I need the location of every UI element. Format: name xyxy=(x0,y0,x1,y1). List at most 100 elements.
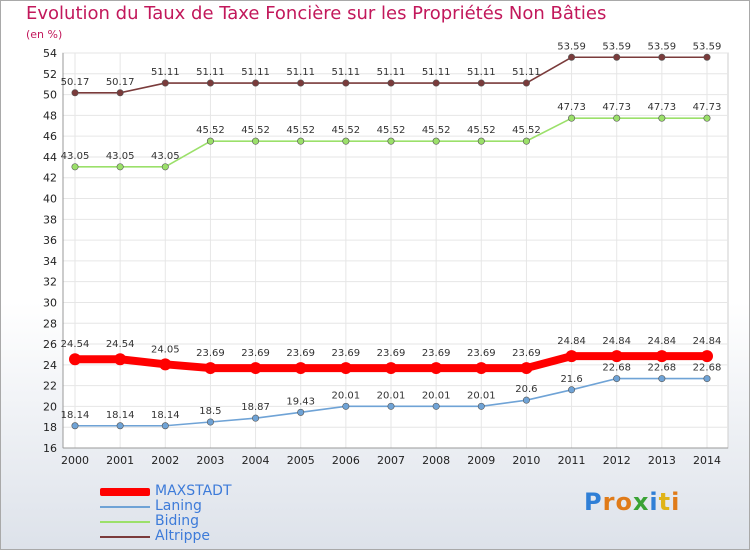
data-label-biding: 47.73 xyxy=(557,102,586,113)
data-point-biding xyxy=(387,137,395,145)
data-label-maxstadt: 24.54 xyxy=(61,339,90,350)
data-point-maxstadt xyxy=(430,362,443,375)
data-point-altrippe xyxy=(161,79,169,87)
x-tick-label: 2006 xyxy=(332,454,360,467)
legend: MAXSTADT Laning Biding Altrippe xyxy=(100,484,232,544)
x-tick-label: 2003 xyxy=(196,454,224,467)
y-tick-label: 42 xyxy=(43,172,57,185)
data-label-altrippe: 51.11 xyxy=(332,67,361,78)
legend-item-altrippe: Altrippe xyxy=(100,529,232,544)
data-point-biding xyxy=(297,137,305,145)
data-label-biding: 45.52 xyxy=(377,125,406,136)
data-label-altrippe: 51.11 xyxy=(422,67,451,78)
data-label-laning: 20.01 xyxy=(377,390,406,401)
data-label-maxstadt: 24.84 xyxy=(648,336,677,347)
data-point-laning xyxy=(252,414,260,422)
data-label-altrippe: 51.11 xyxy=(286,67,315,78)
data-label-maxstadt: 24.05 xyxy=(151,344,180,355)
data-label-altrippe: 51.11 xyxy=(151,67,180,78)
data-point-maxstadt xyxy=(294,362,307,375)
y-tick-label: 44 xyxy=(43,151,57,164)
data-point-altrippe xyxy=(252,79,260,87)
data-label-altrippe: 50.17 xyxy=(61,77,90,88)
data-label-laning: 20.01 xyxy=(422,390,451,401)
data-label-laning: 20.01 xyxy=(467,390,496,401)
data-label-altrippe: 51.11 xyxy=(467,67,496,78)
legend-label-altrippe: Altrippe xyxy=(155,528,210,544)
data-point-maxstadt xyxy=(69,353,81,366)
data-label-maxstadt: 23.69 xyxy=(512,348,541,359)
y-tick-label: 30 xyxy=(43,296,57,309)
x-tick-label: 2013 xyxy=(648,454,676,467)
data-label-laning: 18.5 xyxy=(199,406,221,417)
data-point-maxstadt xyxy=(159,358,172,371)
data-point-laning xyxy=(71,422,79,430)
x-tick-label: 2011 xyxy=(558,454,586,467)
y-tick-label: 52 xyxy=(43,68,57,81)
data-point-maxstadt xyxy=(204,362,217,375)
data-point-altrippe xyxy=(342,79,350,87)
data-label-altrippe: 53.59 xyxy=(602,41,631,52)
data-label-biding: 43.05 xyxy=(106,151,135,162)
x-tick-label: 2002 xyxy=(151,454,179,467)
x-tick-label: 2005 xyxy=(287,454,315,467)
data-label-altrippe: 53.59 xyxy=(693,41,722,52)
data-label-laning: 22.68 xyxy=(602,363,631,374)
data-point-laning xyxy=(387,402,395,410)
data-point-laning xyxy=(342,402,350,410)
y-axis-unit: (en %) xyxy=(26,28,63,41)
data-point-laning xyxy=(297,408,305,416)
data-label-biding: 45.52 xyxy=(196,125,225,136)
data-point-maxstadt xyxy=(701,350,713,363)
data-point-laning xyxy=(658,375,666,383)
data-label-biding: 43.05 xyxy=(61,151,90,162)
data-label-maxstadt: 23.69 xyxy=(467,348,496,359)
legend-swatch-laning xyxy=(100,505,150,508)
chart-title: Evolution du Taux de Taxe Foncière sur l… xyxy=(26,3,607,24)
data-point-biding xyxy=(432,137,440,145)
data-point-biding xyxy=(522,137,530,145)
data-point-biding xyxy=(568,114,576,122)
data-label-maxstadt: 24.84 xyxy=(557,336,586,347)
data-label-maxstadt: 24.84 xyxy=(693,336,722,347)
y-tick-label: 46 xyxy=(43,130,57,143)
legend-label-maxstadt: MAXSTADT xyxy=(155,483,232,499)
x-tick-label: 2010 xyxy=(512,454,540,467)
data-point-altrippe xyxy=(387,79,395,87)
data-label-maxstadt: 24.84 xyxy=(602,336,631,347)
x-tick-label: 2007 xyxy=(377,454,405,467)
data-label-laning: 20.01 xyxy=(332,390,361,401)
y-tick-label: 24 xyxy=(43,359,57,372)
data-label-altrippe: 51.11 xyxy=(196,67,225,78)
data-label-maxstadt: 24.54 xyxy=(106,339,135,350)
data-point-laning xyxy=(161,422,169,430)
data-point-altrippe xyxy=(568,53,576,61)
data-point-altrippe xyxy=(206,79,214,87)
data-label-altrippe: 53.59 xyxy=(648,41,677,52)
data-point-laning xyxy=(477,402,485,410)
data-point-maxstadt xyxy=(385,362,397,375)
data-label-laning: 20.6 xyxy=(515,384,537,395)
data-label-biding: 45.52 xyxy=(422,125,451,136)
data-point-laning xyxy=(432,402,440,410)
legend-label-laning: Laning xyxy=(155,498,202,514)
data-label-maxstadt: 23.69 xyxy=(286,348,315,359)
x-tick-label: 2000 xyxy=(61,454,89,467)
data-point-maxstadt xyxy=(475,362,488,375)
data-point-laning xyxy=(703,375,711,383)
data-label-laning: 21.6 xyxy=(560,374,582,385)
data-point-laning xyxy=(116,422,124,430)
data-point-laning xyxy=(568,386,576,394)
data-label-altrippe: 51.11 xyxy=(241,67,270,78)
y-tick-label: 20 xyxy=(43,400,57,413)
x-tick-label: 2008 xyxy=(422,454,450,467)
data-label-maxstadt: 23.69 xyxy=(422,348,451,359)
legend-swatch-maxstadt xyxy=(100,487,150,496)
data-label-biding: 47.73 xyxy=(602,102,631,113)
data-point-altrippe xyxy=(116,89,124,97)
data-label-biding: 45.52 xyxy=(467,125,496,136)
y-tick-label: 54 xyxy=(43,47,57,60)
y-tick-label: 18 xyxy=(43,421,57,434)
data-label-laning: 22.68 xyxy=(648,363,677,374)
